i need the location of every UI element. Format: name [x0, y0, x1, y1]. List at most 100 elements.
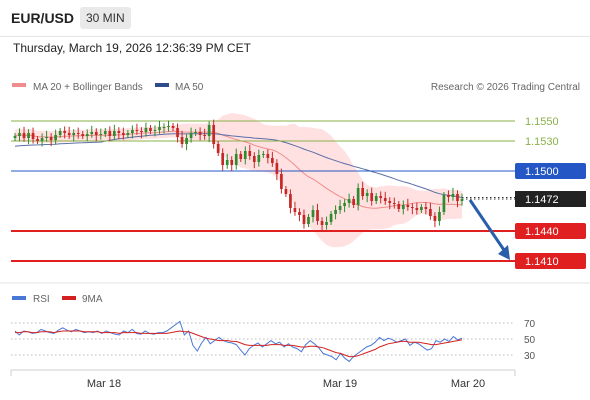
- candle-body: [365, 193, 369, 196]
- timestamp: Thursday, March 19, 2026 12:36:39 PM CET: [13, 41, 251, 55]
- target-arrow-shaft: [468, 199, 508, 254]
- candle-body: [406, 205, 410, 207]
- candle-body: [338, 206, 342, 210]
- target-arrow-head: [498, 245, 510, 260]
- symbol-label: EUR/USD: [11, 10, 75, 26]
- candle-body: [347, 199, 351, 203]
- timeframe-button[interactable]: 30 MIN: [80, 7, 131, 29]
- candle-body: [410, 207, 414, 208]
- candle-body: [397, 204, 401, 209]
- rsi-ma-legend-swatch: [62, 296, 76, 300]
- candle-body: [383, 198, 387, 201]
- candle-body: [27, 133, 30, 138]
- ma20-legend-swatch: [12, 83, 26, 87]
- candle-body: [45, 137, 48, 138]
- candle-body: [221, 153, 225, 165]
- candle-body: [198, 132, 202, 135]
- bollinger-band: [15, 113, 462, 248]
- rsi-legend-label: RSI: [33, 294, 50, 305]
- ma50-legend-label: MA 50: [175, 82, 204, 93]
- support-label-4: 1.1440: [525, 226, 559, 238]
- candle-body: [361, 188, 365, 196]
- candle-body: [67, 133, 71, 135]
- candle-body: [456, 194, 459, 201]
- candle-body: [22, 133, 26, 138]
- candle-body: [85, 134, 89, 136]
- candle-body: [460, 199, 464, 201]
- candle-body: [140, 131, 143, 132]
- candle-body: [144, 128, 148, 132]
- candle-body: [447, 195, 450, 197]
- candle-body: [261, 154, 265, 155]
- candle-body: [58, 131, 62, 135]
- candle-body: [271, 158, 274, 163]
- candle-body: [401, 205, 405, 209]
- candle-body: [234, 154, 238, 165]
- candle-body: [302, 215, 306, 224]
- candle-body: [311, 210, 315, 217]
- support-tag-5: [515, 253, 586, 269]
- candle-body: [230, 160, 234, 165]
- candle-body: [216, 144, 220, 153]
- candle-body: [103, 131, 107, 134]
- candle-body: [112, 131, 116, 136]
- candle-body: [99, 134, 103, 135]
- rsi-line: [14, 320, 463, 363]
- candle-body: [289, 194, 292, 208]
- candle-body: [135, 130, 139, 131]
- copyright-label: Research © 2026 Trading Central: [431, 82, 580, 93]
- ma50-legend-swatch: [155, 83, 169, 87]
- candle-body: [40, 138, 44, 141]
- candle-body: [153, 130, 157, 131]
- top-bar: EUR/USD 30 MIN: [0, 0, 590, 37]
- bollinger-band-area: [15, 113, 462, 248]
- candle-body: [76, 133, 80, 134]
- support-label-5: 1.1410: [525, 256, 559, 268]
- candle-body: [189, 133, 193, 138]
- candle-body: [316, 210, 319, 221]
- candle-body: [203, 135, 206, 136]
- rsi-ma-line: [15, 330, 463, 358]
- candle-body: [420, 207, 423, 210]
- candle-body: [158, 127, 161, 130]
- candle-body: [239, 154, 243, 159]
- candle-body: [94, 132, 98, 135]
- candle-body: [207, 125, 211, 136]
- candle-body: [356, 188, 360, 205]
- rsi-tick-70: 70: [524, 319, 536, 330]
- pivot-tag-2: [515, 163, 586, 179]
- resistance-label-0: 1.1550: [525, 116, 559, 128]
- ma50-line: [14, 133, 463, 198]
- candle-body: [352, 199, 355, 205]
- candle-body: [252, 156, 256, 162]
- candle-body: [438, 212, 441, 221]
- candle-body: [415, 208, 419, 210]
- candle-body: [442, 195, 446, 212]
- candle-body: [293, 208, 297, 212]
- candle-body: [176, 128, 179, 137]
- candle-body: [320, 221, 324, 225]
- candle-body: [370, 193, 374, 201]
- candle-body: [343, 203, 346, 206]
- candle-body: [13, 136, 17, 138]
- candle-body: [243, 151, 247, 159]
- target-arrow: [468, 199, 510, 260]
- candle-body: [31, 133, 35, 139]
- ma20-legend-label: MA 20 + Bollinger Bands: [33, 82, 143, 93]
- candle-body: [194, 132, 197, 133]
- candle-body: [225, 160, 229, 165]
- candle-body: [424, 207, 428, 209]
- candle-body: [131, 130, 134, 133]
- candle-body: [284, 189, 288, 194]
- pivot-label-2: 1.1500: [525, 166, 559, 178]
- x-tick-mar20: Mar 20: [451, 378, 485, 390]
- candles: [13, 119, 464, 232]
- candle-body: [429, 209, 432, 216]
- candle-body: [122, 133, 125, 135]
- candle-body: [248, 151, 252, 156]
- ma20-line: [14, 130, 463, 209]
- last-price-tag: [515, 191, 586, 207]
- candle-body: [307, 217, 310, 224]
- candle-body: [280, 174, 283, 189]
